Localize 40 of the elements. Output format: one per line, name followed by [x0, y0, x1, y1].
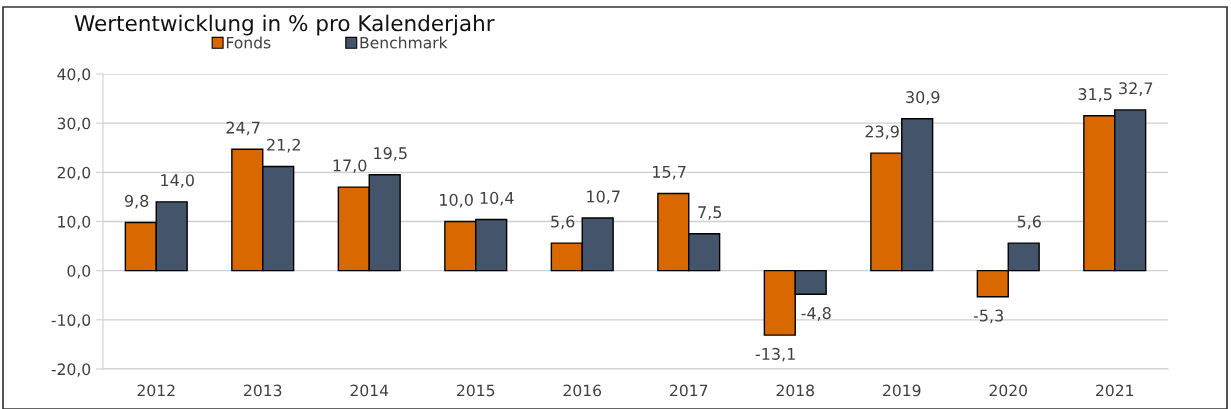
data-label: 5,6: [551, 215, 575, 230]
y-tick-label: -10,0: [51, 314, 91, 328]
data-label: 10,0: [440, 193, 473, 208]
x-tick-label: 2017: [670, 384, 708, 397]
x-tick-label: 2021: [1096, 384, 1134, 397]
x-tick-label: 2012: [137, 384, 175, 397]
y-tick-label: 0,0: [67, 265, 91, 279]
data-label: -13,1: [755, 347, 795, 362]
data-label: 24,7: [226, 121, 260, 136]
data-label: 31,5: [1078, 88, 1112, 102]
data-label: 32,7: [1119, 82, 1153, 96]
data-label: 7,5: [698, 206, 722, 220]
y-tick-label: 10,0: [58, 215, 91, 230]
legend-label: Benchmark: [360, 36, 448, 49]
x-tick-label: 2020: [989, 384, 1028, 397]
data-label: 10,7: [587, 190, 620, 205]
data-label: 5,6: [1017, 215, 1041, 230]
data-label: 9,8: [124, 194, 149, 209]
y-tick-label: 30,0: [57, 117, 91, 131]
data-label: -5,3: [973, 309, 1003, 324]
data-label: 21,2: [267, 138, 300, 153]
y-tick-label: -20,0: [51, 363, 91, 377]
data-label: 23,9: [865, 125, 899, 140]
data-label: -4,8: [801, 307, 831, 321]
data-label: 17,0: [333, 159, 367, 174]
data-label: 10,4: [480, 191, 514, 206]
x-tick-label: 2016: [563, 384, 602, 397]
data-label: 30,9: [906, 91, 940, 105]
x-tick-label: 2015: [457, 384, 495, 397]
chart-title: Wertentwicklung in % pro Kalenderjahr: [74, 14, 495, 36]
data-label: 19,5: [374, 147, 407, 161]
legend-label: Fonds: [226, 36, 271, 49]
x-tick-label: 2019: [883, 384, 921, 397]
y-tick-label: 20,0: [57, 166, 91, 181]
x-tick-label: 2013: [244, 384, 282, 397]
x-tick-label: 2018: [776, 384, 814, 397]
data-label: 14,0: [161, 174, 194, 188]
data-label: 15,7: [653, 166, 686, 180]
y-tick-label: 40,0: [57, 68, 91, 82]
x-tick-label: 2014: [350, 384, 389, 397]
